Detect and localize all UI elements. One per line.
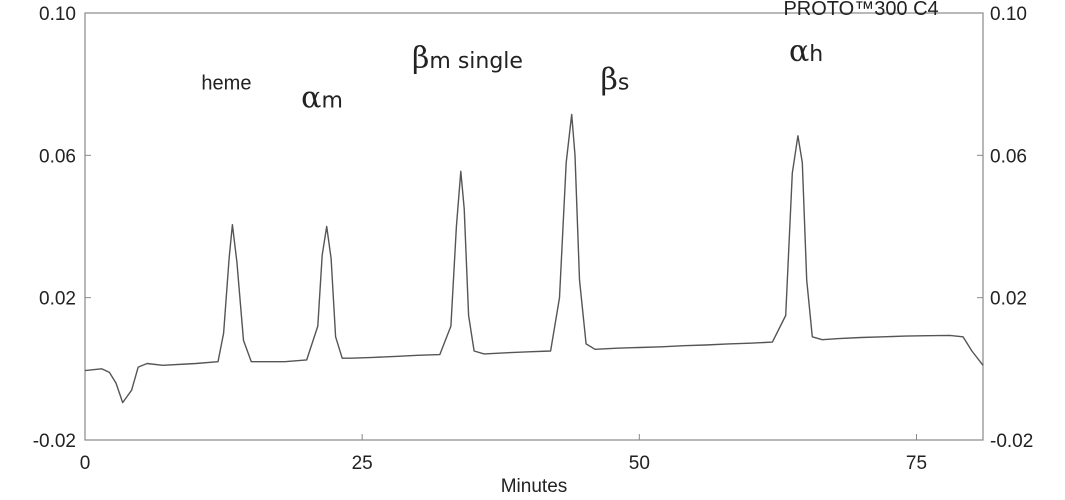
peak-label-greek: α [789,34,809,69]
y-tick-label-right: 0.10 [990,4,1027,25]
peak-label-subscript: m single [429,49,523,74]
peak-label-subscript: h [809,42,823,67]
y-tick-label-left: 0.06 [39,146,76,167]
x-tick-label: 75 [906,453,927,474]
peak-label-subscript: m [321,88,342,113]
x-tick-label: 50 [629,453,650,474]
peak-label-greek: α [301,80,321,115]
peak-label-proto: PROTO™300 C4 [783,0,938,20]
peak-label-alpha-h: αh [789,34,823,69]
y-tick-label-left: 0.02 [39,289,76,310]
chromatogram-trace-0 [84,113,984,404]
y-tick-label-right: 0.02 [990,289,1027,310]
peak-label-alpha-m: αm [301,80,343,115]
y-tick-label-right: 0.06 [990,146,1027,167]
peak-label-beta-m: βm single [412,41,523,76]
x-tick-label: 25 [352,453,373,474]
y-tick-label-right: -0.02 [990,431,1033,452]
peak-label-greek: β [601,63,618,98]
peak-label-beta-s: βs [601,63,630,98]
peak-label-greek: β [412,41,429,76]
plot-frame [84,12,984,441]
peak-label-heme: heme [201,73,251,95]
y-tick-label-left: -0.02 [33,431,76,452]
y-tick-label-left: 0.10 [39,4,76,25]
x-tick-label: 0 [80,453,91,474]
peak-label-subscript: s [618,71,629,96]
x-axis-label: Minutes [501,476,568,497]
